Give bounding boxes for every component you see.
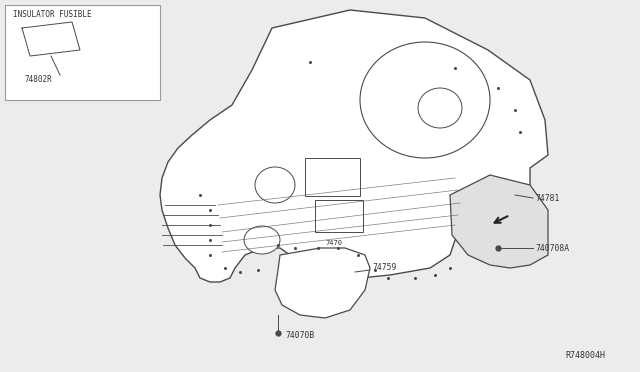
Text: 740708A: 740708A — [535, 244, 569, 253]
Text: INSULATOR FUSIBLE: INSULATOR FUSIBLE — [13, 10, 92, 19]
Text: 74759: 74759 — [372, 263, 396, 273]
FancyBboxPatch shape — [5, 5, 160, 100]
Ellipse shape — [418, 88, 462, 128]
Bar — [305, 158, 360, 196]
Text: 74802R: 74802R — [24, 75, 52, 84]
Ellipse shape — [244, 226, 280, 254]
Text: 7470: 7470 — [325, 240, 342, 246]
Polygon shape — [160, 10, 548, 282]
Polygon shape — [275, 248, 370, 318]
Bar — [315, 200, 363, 232]
Ellipse shape — [360, 42, 490, 158]
Text: R748004H: R748004H — [565, 351, 605, 360]
Text: 74070B: 74070B — [285, 330, 314, 340]
Ellipse shape — [255, 167, 295, 203]
Text: 74781: 74781 — [535, 193, 559, 202]
Polygon shape — [450, 175, 548, 268]
